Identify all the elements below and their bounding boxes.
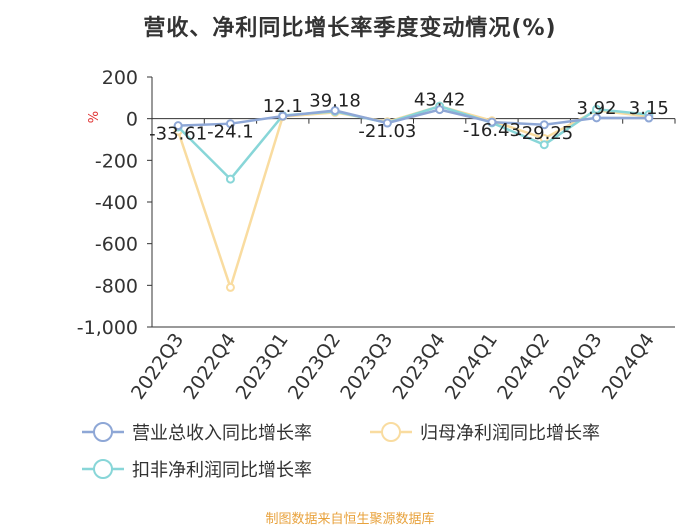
y-tick-label: -600 [95, 234, 138, 256]
legend-item[interactable]: 归母净利润同比增长率 [370, 422, 600, 444]
y-tick-label: -800 [95, 275, 138, 297]
x-tick-label: 2023Q2 [284, 329, 345, 403]
series-line [178, 108, 649, 127]
x-tick-label: 2022Q3 [127, 329, 188, 403]
series-point [225, 282, 235, 292]
legend-item[interactable]: 扣非净利润同比增长率 [82, 459, 312, 481]
legend-marker [93, 459, 113, 479]
series-point [487, 117, 497, 127]
x-tick-label: 2023Q1 [232, 329, 293, 403]
data-label: -29.25 [515, 123, 573, 144]
series-point [225, 119, 235, 129]
x-tick-label: 2024Q4 [598, 329, 659, 403]
data-label: 3.92 [577, 98, 617, 119]
legend-item[interactable]: 营业总收入同比增长率 [82, 422, 312, 444]
legend-marker [93, 422, 113, 442]
legend-label: 扣非净利润同比增长率 [132, 460, 312, 481]
data-label: 12.1 [263, 96, 303, 117]
x-tick-label: 2022Q4 [179, 329, 240, 403]
series-point [382, 118, 392, 128]
series-lines [173, 101, 654, 292]
legend-label: 营业总收入同比增长率 [132, 423, 312, 444]
y-tick-label: -400 [95, 192, 138, 214]
data-label: 3.15 [629, 98, 669, 119]
series-point [592, 113, 602, 123]
data-label: 43.42 [414, 90, 466, 111]
series-point [173, 121, 183, 131]
data-labels: -33.61 -24.1 12.1 39.18 -21.03 43.42 -16.43-29… [149, 90, 669, 145]
x-tick-label: 2024Q2 [493, 329, 554, 403]
data-label: -33.61 [149, 124, 207, 145]
series-point [278, 111, 288, 121]
series-point [435, 105, 445, 115]
x-tick-label: 2023Q4 [388, 329, 449, 403]
y-tick-label: 0 [126, 109, 138, 131]
x-tick-label: 2024Q3 [545, 329, 606, 403]
chart-title: 营收、净利同比增长率季度变动情况(%) [143, 16, 557, 41]
series-point [592, 104, 602, 114]
y-tick-label: 200 [102, 67, 138, 89]
x-tick-label: 2024Q1 [441, 329, 502, 403]
legend-marker [381, 422, 401, 442]
series-point [225, 174, 235, 184]
series-point [330, 106, 340, 116]
y-tick-label: -1,000 [77, 317, 138, 339]
data-label: 39.18 [309, 91, 361, 112]
series-line [177, 104, 649, 181]
source-note: 制图数据来自恒生聚源数据库 [265, 512, 435, 527]
x-tick-label: 2023Q3 [336, 329, 397, 403]
data-label: -24.1 [207, 122, 254, 143]
data-label: -16.43 [463, 120, 521, 141]
legend-label: 归母净利润同比增长率 [420, 423, 600, 444]
series-point [539, 140, 549, 150]
y-axis-label: % [87, 111, 102, 123]
series-point [539, 120, 549, 130]
series-point [644, 113, 654, 123]
y-tick-label: -200 [95, 150, 138, 172]
data-label: -21.03 [358, 121, 416, 142]
